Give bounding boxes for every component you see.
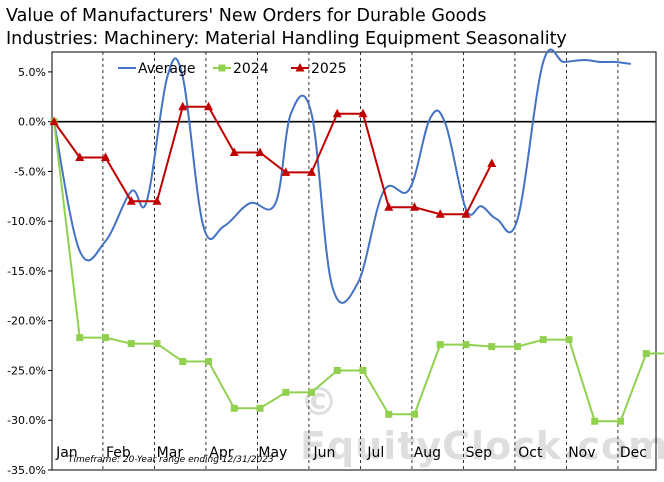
y-tick-label: -25.0% [7, 364, 46, 377]
legend-marker [295, 63, 305, 72]
series-2024-point [411, 410, 418, 418]
y-tick-label: -10.0% [7, 215, 46, 228]
y-tick-label: -30.0% [7, 414, 46, 427]
x-tick-label: Feb [106, 445, 131, 461]
x-tick-label: Nov [568, 445, 595, 461]
series-2025-point [332, 108, 342, 118]
series-2024-point [359, 366, 367, 374]
series-2025-point [152, 196, 162, 205]
series-2025-point [461, 209, 471, 218]
series-average-line [53, 48, 631, 304]
chart-title-line2: Industries: Machinery: Material Handling… [6, 29, 567, 49]
series-2025-point [126, 196, 136, 205]
series-2024-point [127, 340, 135, 348]
series-2024-point [256, 404, 264, 412]
series-2025-point [204, 101, 213, 111]
series-2024-point [591, 417, 599, 425]
series-2024-point [205, 358, 212, 366]
x-tick-label: Oct [518, 445, 543, 461]
series-2025-point [307, 167, 316, 176]
legend-label: 2025 [311, 61, 347, 77]
series-2025-point [435, 209, 445, 218]
series-2025-point [49, 116, 59, 126]
x-tick-label: May [258, 445, 287, 461]
series-2025-point [229, 147, 239, 157]
y-tick-label: 5.0% [18, 66, 46, 79]
series-2024-point [514, 343, 521, 351]
x-tick-label: Apr [209, 445, 233, 461]
x-tick-label: Aug [414, 445, 441, 461]
y-tick-label: -20.0% [7, 315, 46, 328]
timeframe-note: Timeframe: 20-Year range ending 12/31/20… [68, 455, 274, 465]
x-tick-label: Jan [55, 445, 78, 461]
series-2024-point [230, 404, 238, 412]
series-2024-point [617, 417, 624, 425]
y-tick-label: 0.0% [18, 116, 46, 129]
legend-label: 2024 [233, 61, 269, 77]
series-2024-point [333, 366, 341, 374]
series-2024-point [282, 388, 290, 396]
x-tick-label: Mar [157, 445, 184, 461]
series-2025-line [53, 105, 493, 216]
series-2024-point [102, 334, 109, 342]
y-tick-label: -5.0% [14, 165, 46, 178]
series-2024-point [179, 358, 187, 366]
series-2025-point [255, 147, 265, 157]
series-2025-point [101, 152, 110, 161]
series-2024-point [642, 350, 650, 358]
x-tick-label: Sep [466, 445, 493, 461]
legend-label: Average [138, 61, 196, 77]
series-2025-point [487, 158, 497, 167]
series-2024-point [565, 336, 573, 344]
series-2024-point [153, 340, 161, 348]
series-2025-point [410, 202, 419, 211]
series-2024-point [308, 388, 315, 396]
series-2025-point [178, 101, 188, 111]
series-2024-point [539, 336, 547, 344]
series-2024-point [436, 341, 444, 349]
series-2025-point [358, 108, 368, 118]
chart-title: Value of Manufacturers' New Orders for D… [6, 5, 661, 51]
series-2025-point [75, 152, 85, 161]
series-2024-point [385, 410, 393, 418]
y-tick-label: -15.0% [7, 265, 46, 278]
series-2024-line [53, 121, 664, 423]
x-tick-label: Dec [620, 445, 647, 461]
legend-marker [218, 64, 226, 72]
series-2024-point [462, 341, 470, 349]
series-2025-point [384, 202, 394, 211]
chart-title-line1: Value of Manufacturers' New Orders for D… [6, 6, 487, 26]
series-2025-point [281, 167, 291, 176]
y-tick-label: -35.0% [7, 464, 46, 477]
x-tick-label: Jul [366, 445, 384, 461]
x-tick-label: Jun [312, 445, 335, 461]
series-2024-point [76, 334, 84, 342]
plot-frame [51, 51, 657, 471]
series-2024-point [488, 343, 496, 351]
